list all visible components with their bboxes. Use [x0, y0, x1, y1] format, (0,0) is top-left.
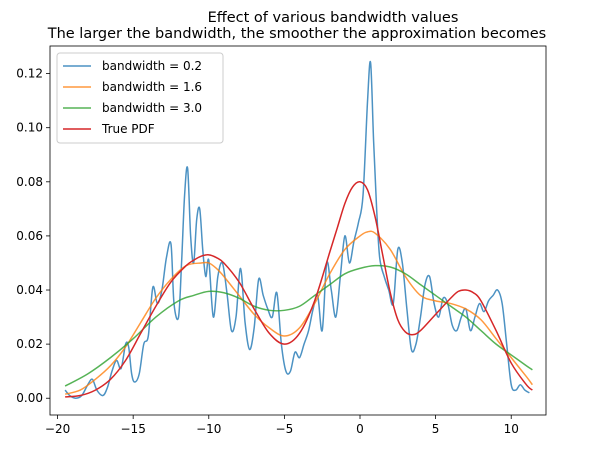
legend-label-2: bandwidth = 1.6 [102, 80, 202, 94]
legend-label-3: bandwidth = 3.0 [102, 101, 202, 115]
x-tick-label: 10 [504, 422, 519, 436]
x-tick-label: 5 [432, 422, 440, 436]
x-tick-label: 0 [356, 422, 364, 436]
legend-label-4: True PDF [101, 122, 155, 136]
series-line-2 [64, 230, 533, 395]
x-tick-label: −15 [121, 422, 146, 436]
y-tick-label: 0.12 [16, 67, 43, 81]
series-line-4 [65, 181, 533, 398]
y-tick-label: 0.02 [16, 337, 43, 351]
x-axis: −20 −15 −10 −5 0 5 10 [45, 415, 519, 436]
y-tick-label: 0.06 [16, 229, 43, 243]
y-axis: 0.00 0.02 0.04 0.06 0.08 0.10 0.12 [16, 67, 50, 405]
legend-box [56, 52, 224, 144]
x-tick-label: −10 [196, 422, 221, 436]
legend-label-1: bandwidth = 0.2 [102, 59, 202, 73]
series-line-3 [64, 264, 533, 387]
y-tick-label: 0.10 [16, 121, 43, 135]
legend: bandwidth = 0.2 bandwidth = 1.6 bandwidth … [56, 52, 224, 144]
y-tick-label: 0.00 [16, 391, 43, 405]
plot-frame [49, 45, 547, 416]
chart-title: Effect of various bandwidth values [208, 10, 459, 26]
chart-subtitle: The larger the bandwidth, the smoother t… [47, 26, 547, 42]
series-layer [64, 60, 533, 399]
y-tick-label: 0.08 [16, 175, 43, 189]
x-tick-label: −5 [276, 422, 294, 436]
y-tick-label: 0.04 [16, 283, 43, 297]
x-tick-label: −20 [45, 422, 70, 436]
